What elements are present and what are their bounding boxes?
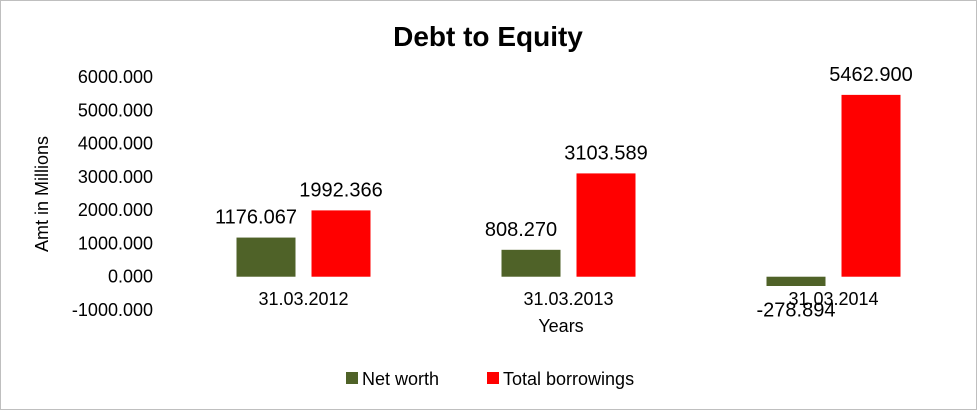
y-axis-ticks: -1000.000 0.000 1000.000 2000.000 3000.000 40… <box>72 67 153 320</box>
data-label: 1176.067 <box>215 207 297 229</box>
y-tick-label: 6000.000 <box>78 67 153 87</box>
legend-label: Total borrowings <box>503 369 634 389</box>
y-tick-label: 3000.000 <box>78 167 153 187</box>
category-labels: 31.03.2012 31.03.2013 31.03.2014 <box>258 289 878 309</box>
category-label: 31.03.2014 <box>788 289 878 309</box>
y-tick-label: 5000.000 <box>78 100 153 120</box>
data-label: 5462.900 <box>829 64 912 86</box>
y-tick-label: 4000.000 <box>78 134 153 154</box>
bar-total-borrowings <box>576 173 636 277</box>
bar-net-worth <box>766 276 826 286</box>
legend-label: Net worth <box>362 369 439 389</box>
y-tick-label: 1000.000 <box>78 233 153 253</box>
y-tick-label: -1000.000 <box>72 300 153 320</box>
bar-net-worth <box>236 237 296 277</box>
category-label: 31.03.2012 <box>258 289 348 309</box>
legend: Net worth Total borrowings <box>346 369 634 389</box>
bar-total-borrowings <box>311 210 371 277</box>
chart-title: Debt to Equity <box>393 21 583 52</box>
category-label: 31.03.2013 <box>523 289 613 309</box>
y-tick-label: 2000.000 <box>78 200 153 220</box>
x-axis-title: Years <box>538 316 583 336</box>
legend-swatch <box>346 372 358 384</box>
y-axis-title: Amt in Millions <box>32 136 52 252</box>
bar-marks <box>236 94 901 286</box>
bar-net-worth <box>501 249 561 277</box>
bar-total-borrowings <box>841 94 901 277</box>
data-label: 1992.366 <box>299 179 382 201</box>
data-label: -278.894 <box>757 300 836 322</box>
legend-swatch <box>487 372 499 384</box>
data-label: 808.270 <box>485 219 557 241</box>
y-tick-label: 0.000 <box>108 267 153 287</box>
data-label: 3103.589 <box>564 142 647 164</box>
